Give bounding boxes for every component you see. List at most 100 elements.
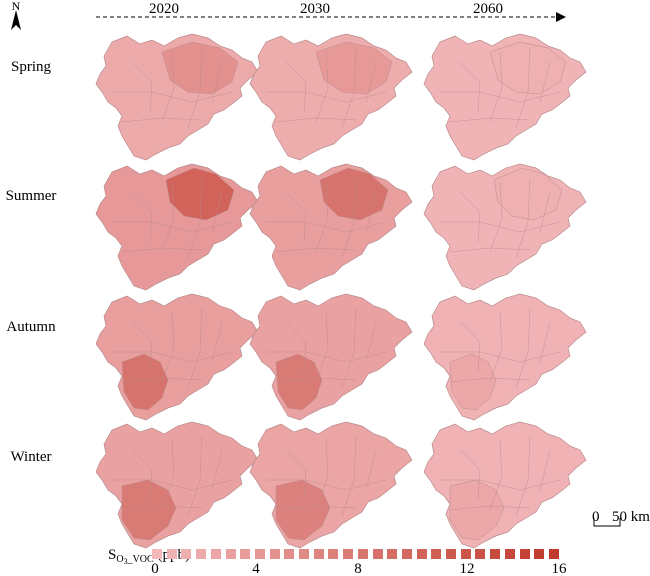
district-boundary	[459, 449, 481, 501]
district-boundary	[131, 61, 153, 113]
map-panel-summer-2060	[420, 162, 590, 292]
region-hotspot	[449, 479, 505, 541]
district-boundary	[365, 449, 377, 491]
district-boundary	[131, 191, 153, 243]
district-boundary	[341, 307, 357, 389]
legend-swatch	[343, 549, 354, 559]
district-boundary	[211, 61, 223, 103]
district-boundary	[112, 221, 233, 233]
district-boundary	[275, 377, 357, 383]
region-hotspot	[493, 167, 563, 221]
district-boundary	[315, 51, 329, 123]
north-arrow-icon: N	[11, 0, 21, 30]
district-boundary	[489, 311, 503, 383]
district-boundary	[121, 505, 203, 511]
district-boundary	[365, 61, 377, 103]
legend-swatch	[490, 549, 501, 559]
district-boundary	[440, 91, 561, 103]
legend-swatch	[387, 549, 398, 559]
region-hotspot	[315, 41, 393, 95]
row-label-summer: Summer	[5, 188, 57, 204]
legend-swatch	[181, 549, 192, 559]
district-boundary	[211, 449, 223, 491]
row-label-autumn: Autumn	[6, 319, 56, 335]
district-boundary	[121, 377, 203, 383]
district-boundary	[459, 61, 481, 113]
legend-swatch	[240, 549, 251, 559]
district-boundary	[131, 449, 153, 501]
district-boundary	[515, 47, 531, 129]
district-boundary	[211, 191, 223, 233]
row-label-spring: Spring	[10, 59, 51, 75]
district-boundary	[489, 181, 503, 253]
district-boundary	[187, 47, 203, 129]
district-boundary	[315, 439, 329, 511]
region-base	[249, 293, 413, 421]
district-boundary	[187, 435, 203, 517]
region-hotspot	[489, 41, 567, 95]
district-boundary	[112, 91, 233, 103]
region-hotspot	[161, 41, 239, 95]
district-boundary	[449, 247, 531, 253]
district-boundary	[285, 321, 307, 373]
column-label-2020: 2020	[149, 1, 179, 17]
district-boundary	[161, 311, 175, 383]
region-base	[423, 293, 587, 421]
region-hotspot	[275, 479, 331, 541]
district-boundary	[266, 351, 387, 363]
district-boundary	[489, 51, 503, 123]
district-boundary	[275, 117, 357, 123]
map-panel-spring-2030	[246, 32, 416, 162]
district-boundary	[112, 351, 233, 363]
legend-swatch	[313, 549, 324, 559]
district-boundary	[266, 479, 387, 491]
region-hotspot	[165, 167, 235, 221]
district-boundary	[440, 221, 561, 233]
district-boundary	[341, 435, 357, 517]
legend-swatch	[210, 549, 221, 559]
district-boundary	[187, 177, 203, 259]
map-panel-winter-2020	[92, 420, 262, 550]
district-boundary	[285, 61, 307, 113]
legend-tick-16: 16	[551, 561, 567, 576]
district-boundary	[285, 191, 307, 243]
district-boundary	[515, 307, 531, 389]
scale-bar	[593, 518, 621, 527]
district-boundary	[515, 177, 531, 259]
district-boundary	[449, 377, 531, 383]
row-label-winter: Winter	[10, 449, 52, 465]
district-boundary	[131, 321, 153, 373]
map-panel-summer-2030	[246, 162, 416, 292]
region-hotspot	[275, 353, 323, 411]
district-boundary	[449, 117, 531, 123]
district-boundary	[365, 191, 377, 233]
map-panel-autumn-2020	[92, 292, 262, 422]
region-hotspot	[449, 353, 497, 411]
district-boundary	[365, 321, 377, 363]
legend-tick-8: 8	[354, 561, 362, 576]
district-boundary	[121, 117, 203, 123]
district-boundary	[539, 191, 551, 233]
scale-zero-label: 0	[592, 509, 600, 525]
legend-swatch	[504, 549, 515, 559]
legend-swatch	[431, 549, 442, 559]
legend-swatch	[475, 549, 486, 559]
district-boundary	[539, 449, 551, 491]
legend-swatch	[269, 549, 280, 559]
district-boundary	[489, 439, 503, 511]
column-label-2030: 2030	[300, 1, 330, 17]
map-panel-winter-2030	[246, 420, 416, 550]
region-base	[95, 421, 259, 549]
map-panel-summer-2020	[92, 162, 262, 292]
map-panel-autumn-2060	[420, 292, 590, 422]
legend-swatch	[328, 549, 339, 559]
region-hotspot	[121, 479, 177, 541]
map-panel-autumn-2030	[246, 292, 416, 422]
north-label: N	[12, 0, 21, 13]
district-boundary	[515, 435, 531, 517]
district-boundary	[539, 321, 551, 363]
legend-tick-4: 4	[252, 561, 260, 576]
legend-swatch	[446, 549, 456, 559]
district-boundary	[112, 479, 233, 491]
district-boundary	[449, 505, 531, 511]
